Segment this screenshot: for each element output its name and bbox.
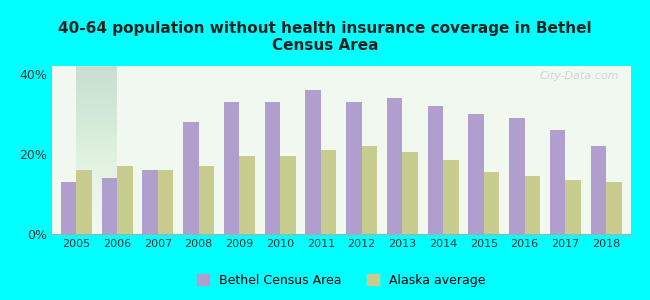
Bar — [402, 152, 418, 234]
Bar — [566, 180, 581, 234]
Bar — [61, 182, 77, 234]
Text: City-Data.com: City-Data.com — [540, 71, 619, 81]
Legend: Bethel Census Area, Alaska average: Bethel Census Area, Alaska average — [192, 268, 491, 292]
Bar — [525, 176, 540, 234]
Bar — [239, 156, 255, 234]
Bar — [606, 182, 621, 234]
Bar — [591, 146, 606, 234]
Bar — [509, 118, 525, 234]
Bar — [550, 130, 566, 234]
Bar — [142, 170, 158, 234]
Bar — [387, 98, 402, 234]
Bar — [183, 122, 199, 234]
Text: 40-64 population without health insurance coverage in Bethel
Census Area: 40-64 population without health insuranc… — [58, 21, 592, 53]
Bar — [346, 102, 361, 234]
Bar — [443, 160, 459, 234]
Bar — [199, 166, 214, 234]
Bar — [428, 106, 443, 234]
Bar — [361, 146, 377, 234]
Bar — [469, 114, 484, 234]
Bar — [77, 170, 92, 234]
Bar — [265, 102, 280, 234]
Bar — [321, 150, 336, 234]
Bar — [484, 172, 499, 234]
Bar — [306, 90, 321, 234]
Bar — [117, 166, 133, 234]
Bar — [224, 102, 239, 234]
Bar — [158, 170, 174, 234]
Bar — [101, 178, 117, 234]
Bar — [280, 156, 296, 234]
